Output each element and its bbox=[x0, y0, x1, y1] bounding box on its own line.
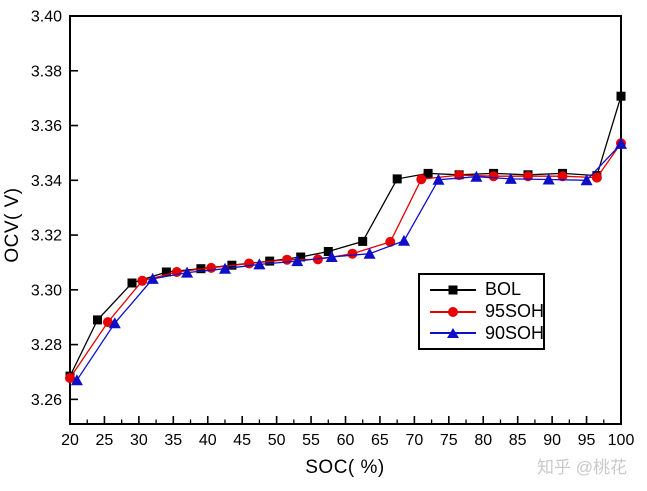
legend-label-90soh: 90SOH bbox=[485, 322, 545, 343]
data-point bbox=[127, 278, 137, 288]
data-point bbox=[488, 171, 499, 182]
data-point bbox=[432, 173, 445, 185]
x-tick-label: 75 bbox=[440, 432, 458, 449]
legend-swatch-bol bbox=[430, 284, 476, 296]
data-point bbox=[253, 258, 266, 270]
data-point bbox=[616, 91, 626, 101]
data-point bbox=[580, 174, 593, 186]
x-tick-label: 40 bbox=[199, 432, 217, 449]
x-tick-label: 80 bbox=[474, 432, 492, 449]
x-tick-label: 90 bbox=[543, 432, 561, 449]
y-tick-label: 3.38 bbox=[31, 63, 62, 80]
data-point bbox=[423, 168, 433, 178]
data-point bbox=[325, 251, 338, 262]
data-point bbox=[296, 252, 306, 262]
y-tick-label: 3.32 bbox=[31, 228, 62, 245]
data-point bbox=[181, 266, 194, 278]
y-tick-label: 3.36 bbox=[31, 118, 62, 135]
square-marker-icon bbox=[448, 285, 458, 295]
series-line bbox=[76, 143, 622, 381]
data-point bbox=[392, 174, 402, 184]
data-point bbox=[398, 234, 410, 246]
series-line bbox=[69, 96, 622, 377]
x-axis-title: SOC( %) bbox=[305, 457, 385, 478]
x-tick-label: 45 bbox=[233, 432, 251, 449]
plot-frame bbox=[69, 15, 622, 425]
legend-swatch-95soh bbox=[430, 306, 476, 318]
legend-label-bol: BOL bbox=[485, 279, 522, 300]
data-point bbox=[93, 315, 102, 325]
y-tick-label: 3.26 bbox=[31, 392, 62, 409]
x-tick-label: 60 bbox=[337, 432, 355, 449]
data-point bbox=[65, 373, 75, 383]
y-axis-title: OCV( V) bbox=[2, 187, 23, 263]
data-point bbox=[557, 171, 568, 182]
data-point bbox=[312, 254, 323, 265]
data-point bbox=[358, 236, 368, 246]
x-tick-label: 20 bbox=[61, 432, 79, 449]
data-point bbox=[161, 267, 171, 277]
x-tick-label: 30 bbox=[130, 432, 148, 449]
x-tick-label: 100 bbox=[608, 432, 635, 449]
legend-label-95soh: 95SOH bbox=[485, 301, 545, 321]
x-tick-label: 85 bbox=[509, 432, 527, 449]
data-point bbox=[137, 275, 148, 286]
x-tick-label: 35 bbox=[164, 432, 182, 449]
x-tick-label: 95 bbox=[578, 432, 596, 449]
data-point bbox=[102, 317, 113, 328]
data-point bbox=[363, 247, 376, 259]
legend-item-95soh: 95SOH bbox=[430, 301, 545, 323]
y-tick-label: 3.40 bbox=[31, 9, 62, 26]
watermark: 知乎 @桃花 bbox=[537, 458, 627, 477]
y-tick-label: 3.34 bbox=[31, 173, 62, 190]
y-tick-label: 3.30 bbox=[31, 282, 62, 299]
legend-item-90soh: 90SOH bbox=[430, 322, 545, 344]
data-point bbox=[504, 172, 517, 184]
data-point bbox=[291, 255, 304, 267]
data-point bbox=[206, 262, 217, 273]
data-point bbox=[591, 172, 602, 183]
x-tick-label: 50 bbox=[268, 432, 286, 449]
data-point bbox=[282, 254, 292, 265]
data-point bbox=[416, 174, 427, 185]
circle-marker-icon bbox=[448, 306, 458, 317]
series-90soh bbox=[70, 137, 627, 386]
data-point bbox=[323, 247, 333, 256]
legend-swatch-90soh bbox=[430, 327, 476, 339]
data-point bbox=[244, 258, 255, 269]
data-point bbox=[219, 262, 231, 274]
data-point bbox=[108, 317, 121, 329]
x-tick-label: 65 bbox=[371, 432, 389, 449]
legend-item-bol: BOL bbox=[430, 279, 543, 301]
x-tick-label: 55 bbox=[302, 432, 320, 449]
data-point bbox=[615, 137, 627, 149]
data-point bbox=[542, 173, 555, 185]
data-point bbox=[146, 272, 159, 284]
triangle-marker-icon bbox=[447, 328, 459, 339]
x-tick-label: 70 bbox=[405, 432, 423, 449]
x-tick-label: 25 bbox=[96, 432, 114, 449]
legend: BOL 95SOH 90SOH bbox=[418, 273, 545, 350]
data-point bbox=[470, 170, 483, 182]
y-tick-label: 3.28 bbox=[31, 337, 62, 354]
data-point bbox=[347, 248, 358, 259]
data-point bbox=[70, 374, 83, 386]
